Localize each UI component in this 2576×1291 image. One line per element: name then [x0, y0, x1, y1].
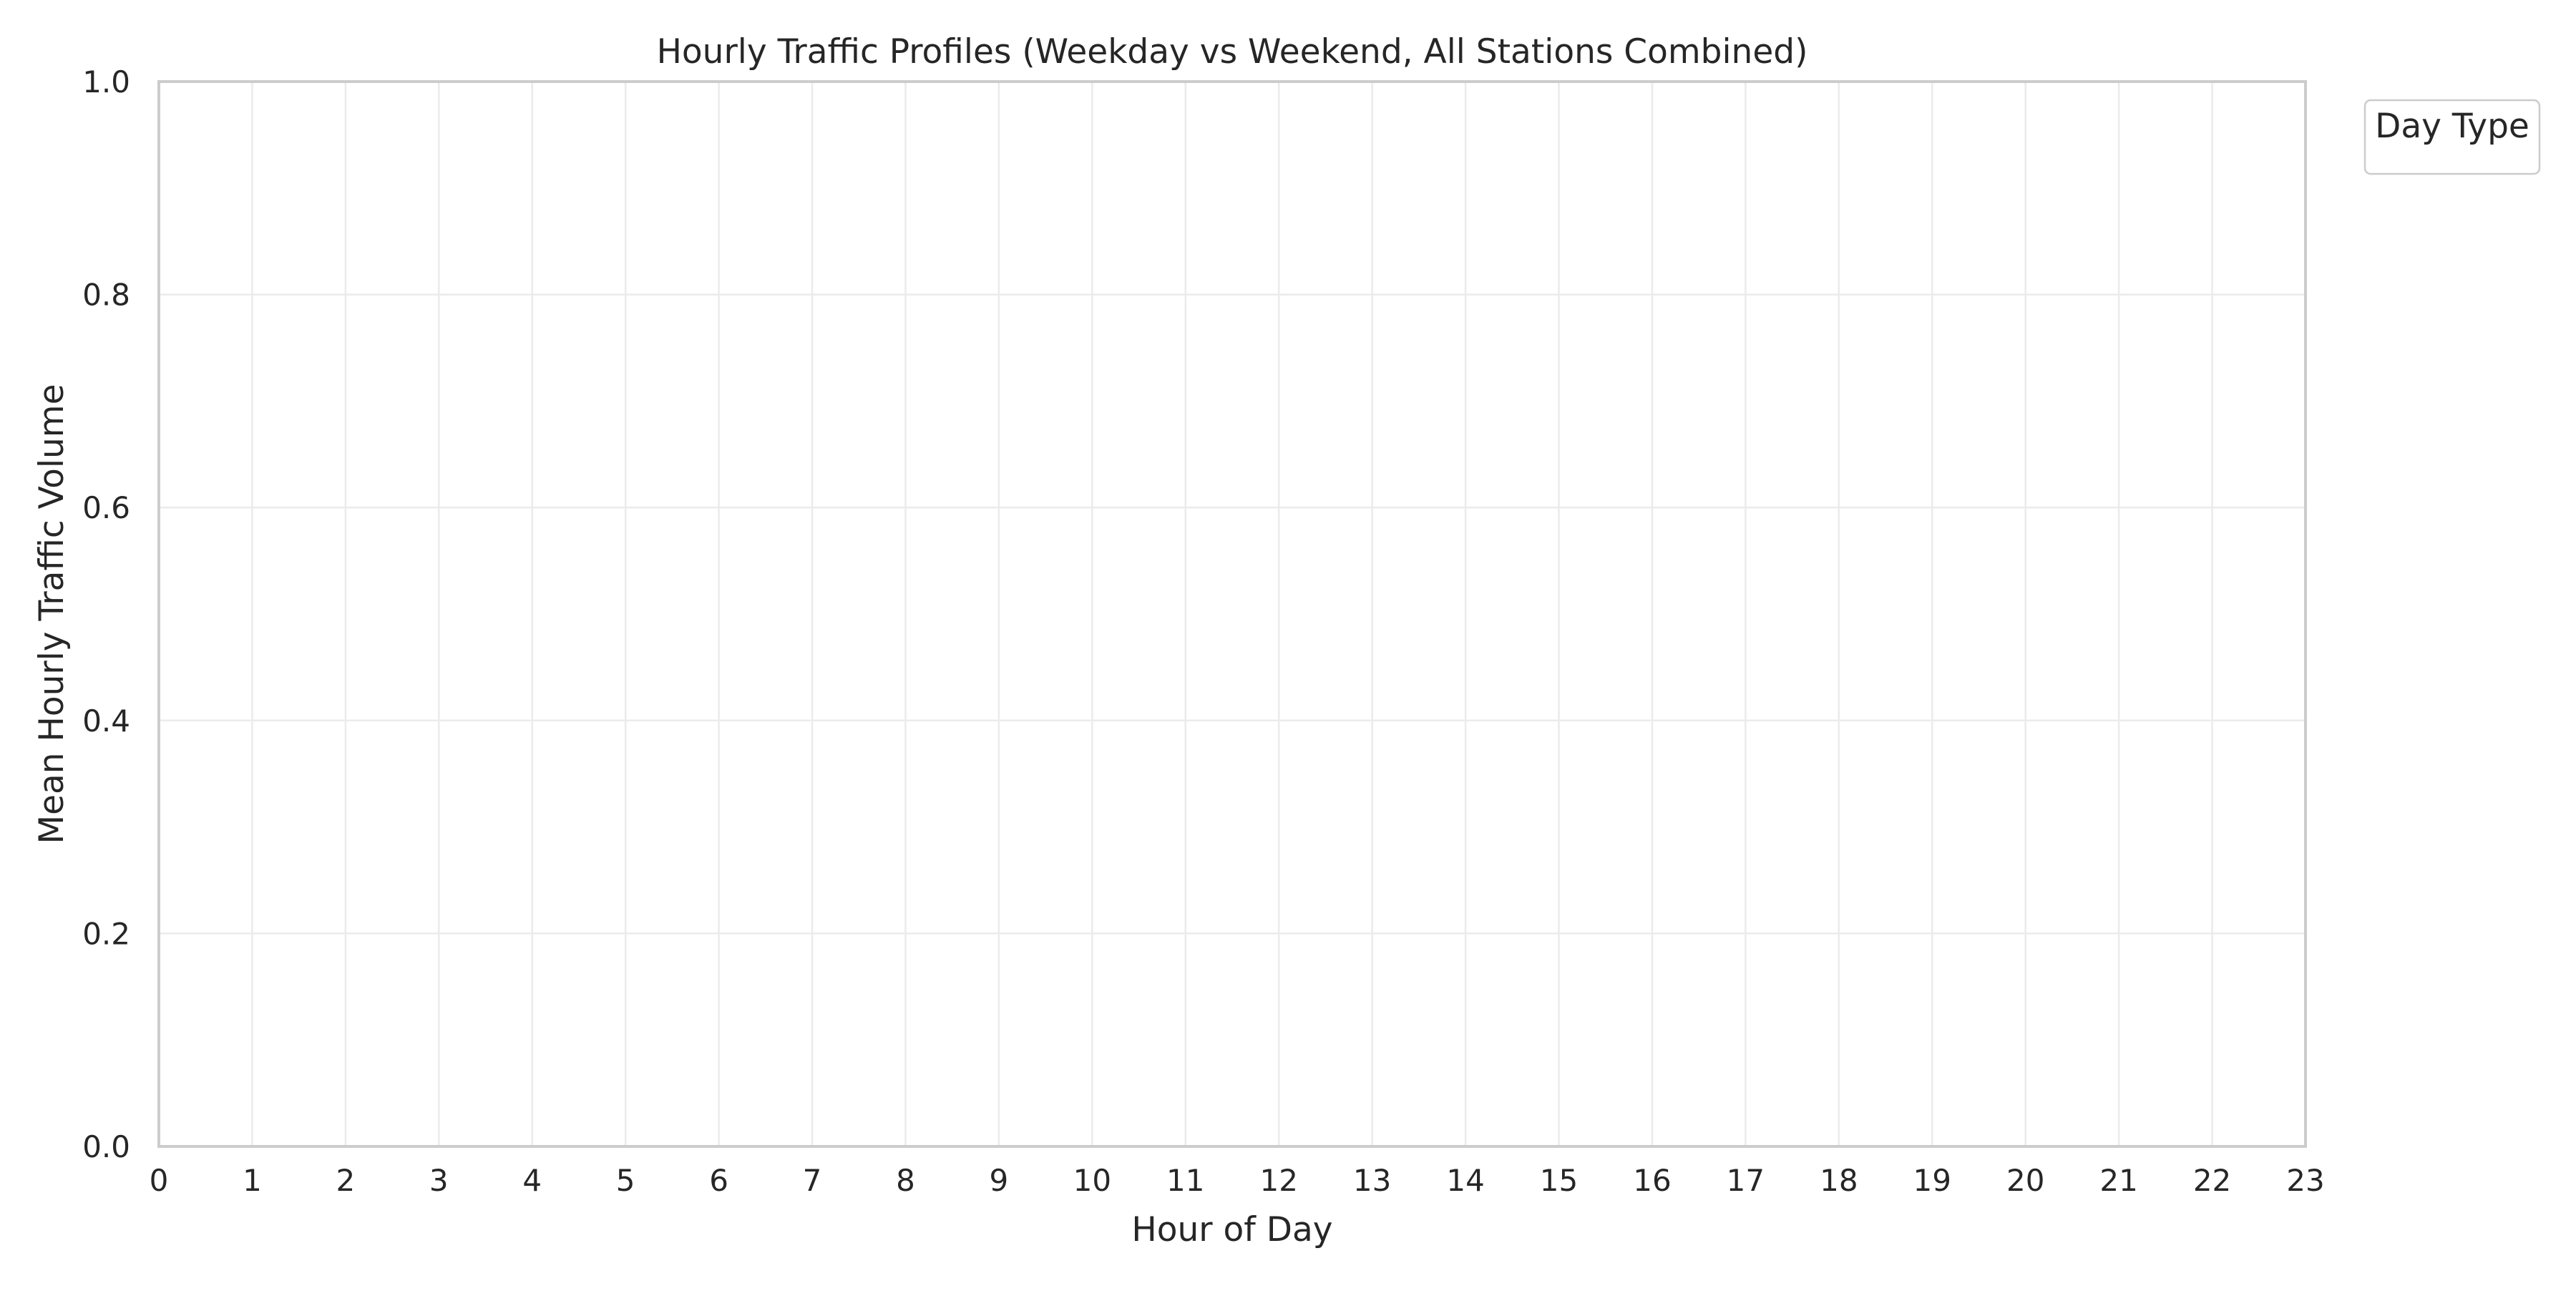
x-tick-label: 10: [1073, 1163, 1111, 1198]
y-tick-label: 0.2: [82, 916, 130, 951]
y-axis-ticks: 0.0 0.2 0.4 0.6 0.8 1.0: [82, 64, 130, 1164]
x-tick-label: 23: [2286, 1163, 2324, 1198]
x-tick-label: 3: [429, 1163, 449, 1198]
y-tick-label: 0.4: [82, 703, 130, 739]
x-tick-label: 5: [616, 1163, 635, 1198]
x-tick-label: 20: [2006, 1163, 2044, 1198]
x-tick-label: 12: [1259, 1163, 1297, 1198]
y-tick-label: 0.0: [82, 1129, 130, 1164]
y-tick-label: 1.0: [82, 64, 130, 99]
x-tick-label: 11: [1166, 1163, 1204, 1198]
x-axis-ticks: 0 1 2 3 4 5 6 7 8 9 10 11 12 13 14 15 16 17 18 19 20 21 22 23: [150, 1163, 2325, 1198]
x-axis-label: Hour of Day: [1131, 1210, 1332, 1249]
x-tick-label: 15: [1540, 1163, 1578, 1198]
x-tick-label: 8: [896, 1163, 915, 1198]
x-tick-label: 16: [1633, 1163, 1671, 1198]
x-tick-label: 9: [990, 1163, 1009, 1198]
y-tick-label: 0.8: [82, 278, 130, 313]
legend-box: [2363, 99, 2541, 175]
x-tick-label: 19: [1913, 1163, 1951, 1198]
x-tick-label: 0: [150, 1163, 169, 1198]
x-tick-label: 7: [803, 1163, 822, 1198]
x-tick-label: 2: [336, 1163, 356, 1198]
x-tick-label: 14: [1446, 1163, 1484, 1198]
x-tick-label: 4: [522, 1163, 542, 1198]
y-axis-label: Mean Hourly Traffic Volume: [32, 384, 72, 844]
x-tick-label: 6: [709, 1163, 728, 1198]
x-tick-label: 17: [1727, 1163, 1765, 1198]
x-tick-label: 1: [243, 1163, 262, 1198]
x-tick-label: 22: [2193, 1163, 2231, 1198]
x-tick-label: 18: [1820, 1163, 1858, 1198]
x-tick-label: 13: [1353, 1163, 1391, 1198]
plot-area-frame: [157, 80, 2307, 1148]
legend: Day Type: [2363, 99, 2541, 175]
y-tick-label: 0.6: [82, 490, 130, 525]
legend-title: Day Type: [2375, 107, 2529, 146]
x-tick-label: 21: [2099, 1163, 2137, 1198]
chart-title: Hourly Traffic Profiles (Weekday vs Week…: [657, 32, 1808, 72]
